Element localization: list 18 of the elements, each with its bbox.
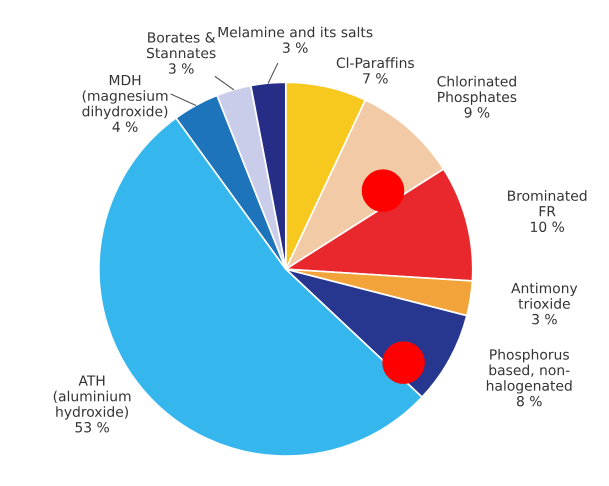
slice-label: Brominated FR <box>508 190 586 216</box>
data-label: 3 % <box>282 42 308 53</box>
slice-label: Borates & Stannates <box>146 32 216 58</box>
slice-label: Cl-Paraffins <box>336 57 414 68</box>
data-label: 9 % <box>464 107 490 118</box>
data-label: 7 % <box>363 73 388 84</box>
slice-label: ATH (aluminium hydroxide) <box>54 376 130 420</box>
slice-label: Phosphorus based, non- halogenated <box>486 348 572 394</box>
data-label: 10 % <box>531 222 564 232</box>
data-label: 3 % <box>168 63 194 74</box>
data-label: 8 % <box>516 396 542 406</box>
slice-label: Chlorinated Phosphates <box>437 76 516 105</box>
slice-label: MDH (magnesium dihydroxide) <box>82 75 168 120</box>
slice-label: Antimony trioxide <box>511 282 578 309</box>
data-label: 3 % <box>532 314 557 324</box>
data-label: 53 % <box>76 422 109 433</box>
slice-label: Melamine and its salts <box>218 26 372 38</box>
data-label: 4 % <box>112 122 138 132</box>
